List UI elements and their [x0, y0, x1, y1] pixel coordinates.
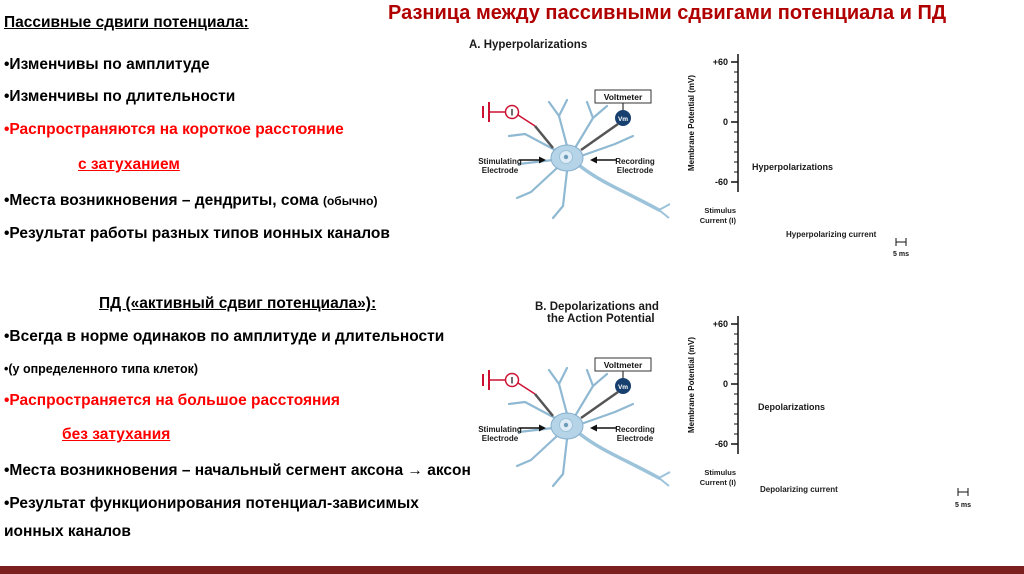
- vm-label: Vm: [618, 116, 628, 123]
- y-axis-label: Membrane Potential (mV): [687, 337, 696, 433]
- slide-title: Разница между пассивными сдвигами потенц…: [388, 2, 947, 24]
- pd-bullet-5a: •Результат функционирования потенциал-за…: [4, 495, 419, 512]
- passive-heading: Пассивные сдвиги потенциала:: [4, 14, 249, 31]
- passive-bullet-4-note: (обычно): [322, 194, 378, 208]
- minor-ticks: [734, 71, 738, 173]
- passive-bullet-4: •Места возникновения – дендриты, сома (о…: [4, 192, 377, 210]
- stimulus-label-2: Current (I): [700, 216, 737, 225]
- dendrites: [507, 366, 635, 488]
- nucleolus: [563, 154, 569, 160]
- passive-bullet-2: •Изменчивы по длительности: [4, 88, 236, 105]
- current-source-icon: I: [482, 102, 536, 127]
- tick-label-mid: 0: [723, 379, 728, 389]
- current-source-icon: I: [482, 370, 536, 395]
- stimulating-label-1: Stimulating: [478, 157, 522, 166]
- stimulus-label-1: Stimulus: [704, 206, 736, 215]
- recording-label-2: Electrode: [617, 166, 654, 175]
- vm-indicator: [615, 378, 631, 394]
- tick-label-mid: 0: [723, 117, 728, 127]
- pd-bullet-5b: ионных каналов: [4, 523, 131, 540]
- panel-b-label-2: the Action Potential: [547, 313, 655, 325]
- dendrites: [507, 98, 635, 220]
- recording-label-1: Recording: [615, 157, 655, 166]
- figure-panel-b: B. Depolarizations and the Action Potent…: [455, 298, 1023, 538]
- recording-electrode: [580, 390, 619, 420]
- recording-label-1: Recording: [615, 425, 655, 434]
- tick-label-top: +60: [713, 57, 728, 67]
- panel-a-label: A. Hyperpolarizations: [469, 39, 588, 51]
- y-axis-label: Membrane Potential (mV): [687, 75, 696, 171]
- scale-bar-icon: [895, 238, 907, 246]
- pd-bullet-3: •Распространяется на большое расстояния: [4, 392, 340, 409]
- stimulating-label-1: Stimulating: [478, 425, 522, 434]
- stimulus-label-1: Stimulus: [704, 468, 736, 477]
- pd-bullet-1: •Всегда в норме одинаков по амплитуде и …: [4, 328, 445, 345]
- pd-bullet-4: •Места возникновения – начальный сегмент…: [4, 462, 471, 479]
- pd-bullet-2: •(у определенного типа клеток): [4, 362, 199, 376]
- scale-label: 5 ms: [893, 251, 909, 258]
- tick-label-top: +60: [713, 319, 728, 329]
- footer-accent-bar: [0, 566, 1024, 574]
- axon-branches: [658, 203, 671, 219]
- major-ticks: [731, 61, 738, 183]
- graph-b: Membrane Potential (mV) +60 0 -60 Depola…: [687, 316, 971, 509]
- axon: [578, 164, 661, 212]
- arrow-right-head-icon: [539, 156, 546, 164]
- scale-label: 5 ms: [955, 502, 971, 509]
- minor-ticks: [734, 333, 738, 435]
- neuron-illustration-b: I Voltmeter Vm Stimulating Electrode Rec…: [478, 357, 671, 488]
- passive-bullet-5: •Результат работы разных типов ионных ка…: [4, 225, 390, 242]
- graph-a: Membrane Potential (mV) +60 0 -60 Hyperp…: [687, 54, 909, 258]
- neuron-illustration-a: I Voltmeter Vm Stimulating Electrode Rec…: [478, 89, 671, 220]
- voltmeter-label: Voltmeter: [604, 92, 643, 102]
- figure-panel-a: A. Hyperpolarizations I: [455, 36, 1023, 276]
- recording-label-2: Electrode: [617, 434, 654, 443]
- current-symbol: I: [511, 108, 514, 118]
- nucleolus: [563, 422, 569, 428]
- arrow-right-head-icon: [539, 424, 546, 432]
- arrow-left-head-icon: [590, 156, 597, 164]
- arrow-left-head-icon: [590, 424, 597, 432]
- voltmeter-label: Voltmeter: [604, 360, 643, 370]
- stimulus-label-2: Current (I): [700, 478, 737, 487]
- stimulating-label-2: Electrode: [482, 434, 519, 443]
- recording-electrode: [580, 122, 619, 152]
- vm-indicator: [615, 110, 631, 126]
- stimulating-label-2: Electrode: [482, 166, 519, 175]
- current-trace-label: Depolarizing current: [760, 485, 838, 494]
- region-label: Hyperpolarizations: [752, 162, 833, 172]
- tick-label-bottom: -60: [715, 439, 728, 449]
- pd-heading: ПД («активный сдвиг потенциала»):: [99, 295, 377, 312]
- pd-bullet-3b: без затухания: [62, 426, 171, 443]
- scale-bar-icon: [957, 488, 969, 496]
- region-label: Depolarizations: [758, 402, 825, 412]
- passive-bullet-3b: с затуханием: [78, 156, 180, 173]
- major-ticks: [731, 323, 738, 445]
- passive-bullet-1: •Изменчивы по амплитуде: [4, 56, 210, 73]
- tick-label-bottom: -60: [715, 177, 728, 187]
- current-symbol: I: [511, 376, 514, 386]
- stimulating-electrode: [534, 125, 554, 149]
- stimulating-electrode: [534, 393, 554, 417]
- vm-label: Vm: [618, 384, 628, 391]
- passive-bullet-3: •Распространяются на короткое расстояние: [4, 121, 344, 138]
- panel-b-label-1: B. Depolarizations and: [535, 301, 659, 313]
- passive-bullet-4-main: •Места возникновения – дендриты, сома: [4, 192, 323, 209]
- axon-branches: [658, 471, 671, 487]
- axon: [578, 432, 661, 480]
- current-trace-label: Hyperpolarizing current: [786, 230, 877, 239]
